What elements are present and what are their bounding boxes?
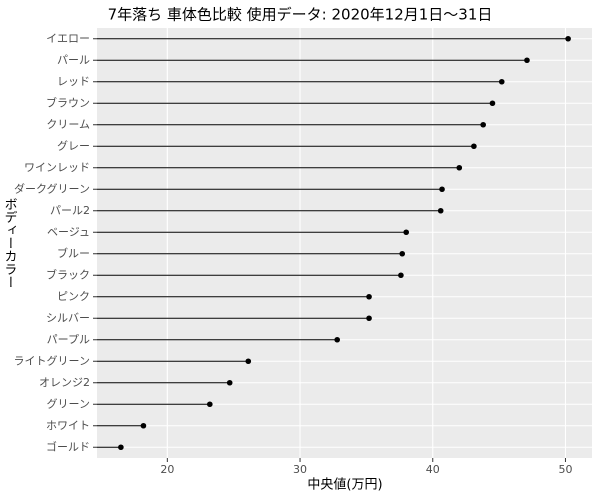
y-tick-label: オレンジ2 xyxy=(39,376,90,389)
dot xyxy=(207,401,213,408)
y-tick-label: グレー xyxy=(57,138,90,152)
dot xyxy=(565,35,571,42)
dot xyxy=(403,229,410,236)
dot xyxy=(524,57,530,64)
dot xyxy=(480,121,486,128)
y-tick-label: イエロー xyxy=(46,32,90,45)
y-tick-label: シルバー xyxy=(46,311,90,324)
x-tick-label: 30 xyxy=(293,463,307,476)
dot xyxy=(439,186,445,193)
y-tick-label: ホワイト xyxy=(46,419,90,432)
x-axis-label: 中央値(万円) xyxy=(307,477,382,493)
dot xyxy=(334,336,341,343)
y-tick-label: グリーン xyxy=(47,396,90,410)
y-axis-label: ボディーカラー xyxy=(2,198,17,289)
y-tick-label: ライトグリーン xyxy=(14,353,90,367)
dot xyxy=(398,272,404,279)
dot xyxy=(456,164,463,171)
y-tick-label: ベージュ xyxy=(47,225,90,238)
chart-title: 7年落ち 車体色比較 使用データ: 2020年12月1日～31日 xyxy=(108,6,493,24)
y-tick-label: ブラック xyxy=(46,267,90,281)
dot xyxy=(118,444,124,451)
y-tick-label: ワインレッド xyxy=(24,161,90,174)
dot xyxy=(245,358,252,365)
dot xyxy=(366,315,372,322)
panel xyxy=(97,28,592,458)
dot xyxy=(226,379,233,386)
y-tick-label: ゴールド xyxy=(46,439,90,453)
dot xyxy=(498,78,505,85)
y-tick-label: ブルー xyxy=(57,246,90,260)
x-tick-label: 40 xyxy=(426,463,440,476)
x-tick-label: 20 xyxy=(160,463,174,476)
y-tick-label: レッド xyxy=(57,75,90,88)
y-tick-label: パール2 xyxy=(50,204,90,217)
dot xyxy=(366,293,372,300)
y-tick-label: ピンク xyxy=(57,290,90,303)
y-tick-label: パール xyxy=(57,53,90,66)
y-tick-label: クリーム xyxy=(46,118,90,131)
y-tick-label: ダークグリーン xyxy=(14,181,90,195)
dot xyxy=(437,207,444,214)
dot xyxy=(489,100,496,107)
dot xyxy=(140,422,147,429)
y-tick-label: パープル xyxy=(47,333,90,346)
dot xyxy=(471,143,477,150)
dot xyxy=(399,250,406,257)
x-tick-label: 50 xyxy=(558,463,572,476)
y-tick-label: ブラウン xyxy=(46,95,90,109)
